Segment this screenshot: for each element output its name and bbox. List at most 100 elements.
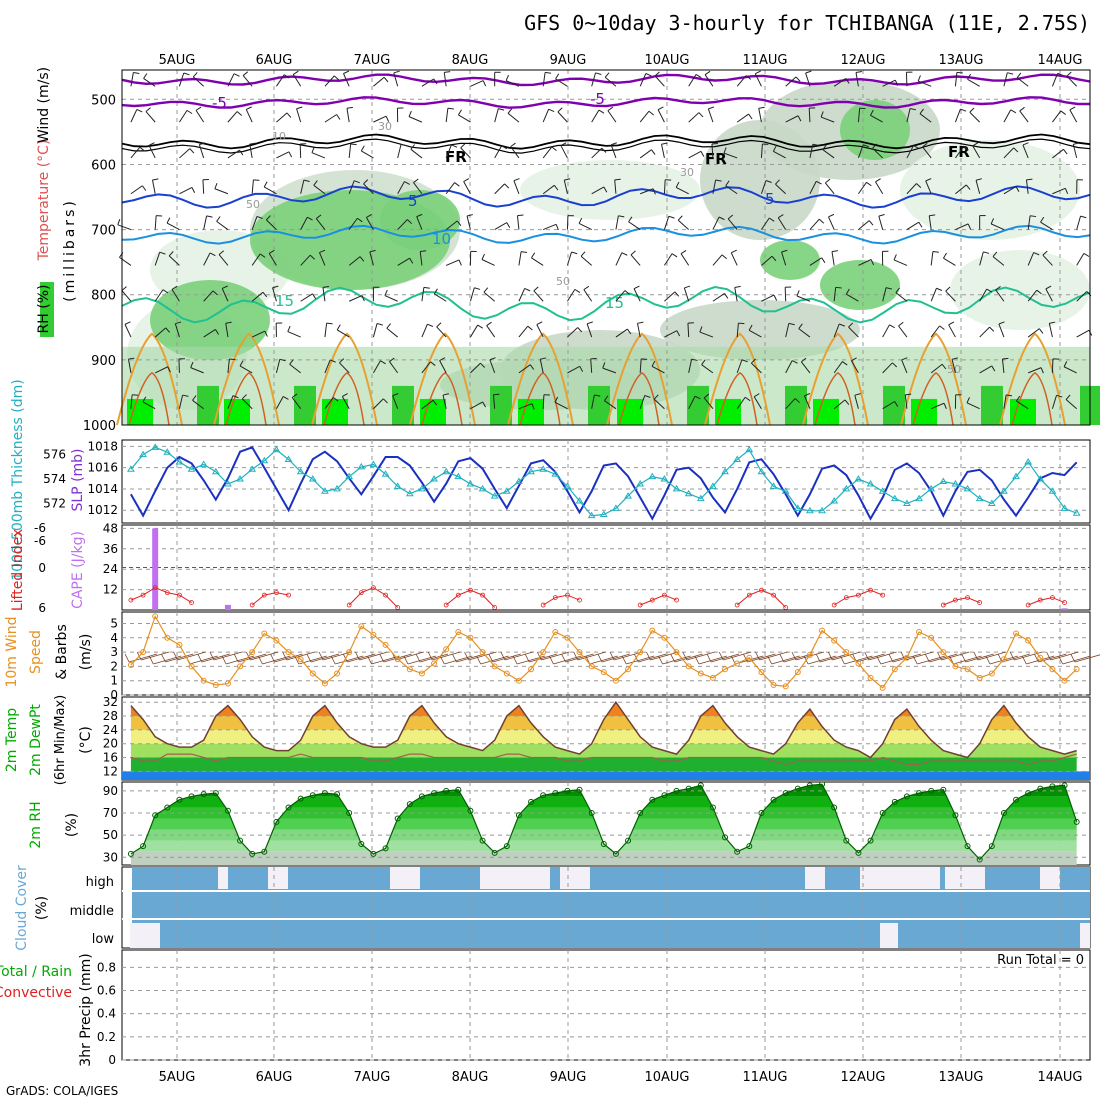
cape-bar (224, 604, 231, 610)
thickness-tick: 572 (43, 496, 66, 510)
wind-barb (895, 292, 908, 302)
wind-barb (469, 287, 475, 302)
wind-barb (651, 365, 665, 374)
wind-barb (651, 149, 656, 155)
rh-shade (715, 398, 741, 425)
contour-label: 50 (246, 198, 260, 211)
thickness-axis-label: 1000-500mb Thickness (dm) (10, 379, 26, 580)
wind-barb (287, 331, 301, 338)
wind-barb (919, 108, 925, 114)
wind-barb (203, 329, 216, 338)
wind10-barb (573, 651, 579, 661)
wind10-speed-line-point (503, 670, 510, 677)
rh2m-line-point (249, 850, 256, 857)
wind10-barb (856, 653, 885, 663)
day-label-top: 11AUG (742, 53, 787, 68)
wind-barb (148, 145, 156, 159)
wind-barb (725, 185, 738, 195)
rh2m-line-point (176, 796, 183, 803)
wind-barb (1045, 288, 1053, 302)
wind-barb (794, 398, 800, 403)
thickness-line-point (527, 467, 535, 475)
rh-shade (883, 385, 905, 425)
wind-barb (348, 143, 352, 158)
li-point (771, 592, 776, 598)
wind10-speed-line-point (418, 670, 425, 677)
wind-barb (684, 285, 691, 289)
wind-barb (1003, 186, 1017, 195)
wind-barb (930, 402, 945, 410)
wind-barb (505, 74, 510, 81)
wind-barb (198, 144, 205, 159)
contour-label: 5 (765, 190, 775, 208)
wind-barb (628, 216, 633, 223)
wind-barb (785, 115, 799, 123)
contour-label: 30 (680, 166, 694, 179)
wind-barb (470, 401, 483, 410)
wind-barb (218, 254, 229, 266)
rh2m-line-point (879, 809, 886, 816)
temp-contour-25 (716, 371, 758, 426)
thickness-line-point (478, 484, 487, 492)
rh2m-line-point (1000, 809, 1007, 816)
rh-band (130, 851, 1077, 865)
wind-barb (225, 323, 229, 338)
wind-barb (990, 223, 1005, 231)
wind10-barb (868, 651, 897, 661)
rh2m-line-point (212, 790, 219, 797)
wind-barb (241, 398, 253, 410)
day-label-bottom: 11AUG (742, 1070, 787, 1085)
wind-barb (604, 76, 617, 87)
wind-barb (542, 72, 546, 87)
thickness-line-point (890, 494, 899, 502)
wind10-speed-line-point (515, 677, 522, 684)
day-label-bottom: 5AUG (159, 1070, 196, 1085)
wind10-speed-line-point (988, 670, 995, 677)
wind-barb (507, 108, 513, 114)
wind-barb (724, 293, 729, 299)
wind-barb (165, 327, 171, 333)
wind10-speed-line-point (976, 674, 983, 681)
wind-barb (369, 249, 376, 253)
tick-label: 0.4 (97, 1007, 116, 1021)
wind-barb (202, 179, 205, 194)
wind-barb (604, 400, 617, 410)
wind-barb (583, 285, 590, 291)
rh2m-line-point (758, 809, 765, 816)
wind-barb (661, 144, 665, 159)
wind10-barb (864, 651, 870, 661)
day-label-bottom: 9AUG (550, 1070, 587, 1085)
li-tick: -6 (34, 521, 46, 535)
wind10-barb (177, 651, 206, 661)
wind-barb (700, 151, 705, 157)
wind-barb (889, 324, 895, 329)
wind-barb (445, 182, 455, 195)
wind-barb (553, 185, 559, 191)
wind-barb (586, 323, 593, 338)
wind-barb (363, 179, 369, 185)
wind-barb (822, 144, 827, 151)
wind-barb (577, 327, 583, 333)
wind-barb (648, 110, 654, 116)
wind-barb (955, 146, 965, 159)
temp2m-label3: (6hr Min/Max) (53, 695, 68, 785)
wind10-speed-line-point (867, 674, 874, 681)
wind-barb (712, 254, 723, 266)
wind-barb (494, 222, 508, 231)
wind-barb (995, 289, 1005, 302)
wind-barb (909, 107, 917, 111)
wind-barb (578, 223, 592, 231)
wind-barb (607, 110, 617, 123)
thickness-line-point (1036, 475, 1045, 482)
wind-barb (245, 109, 253, 123)
wind-barb (748, 324, 753, 331)
wind10-barb (1046, 651, 1051, 661)
wind-barb (712, 179, 717, 194)
wind-barb (979, 365, 993, 374)
wind-barb (128, 359, 132, 373)
wind-barb (913, 145, 920, 149)
wind-barb (518, 288, 526, 302)
wind10-speed-line-point (346, 649, 353, 656)
contour-label: -5 (590, 90, 605, 108)
